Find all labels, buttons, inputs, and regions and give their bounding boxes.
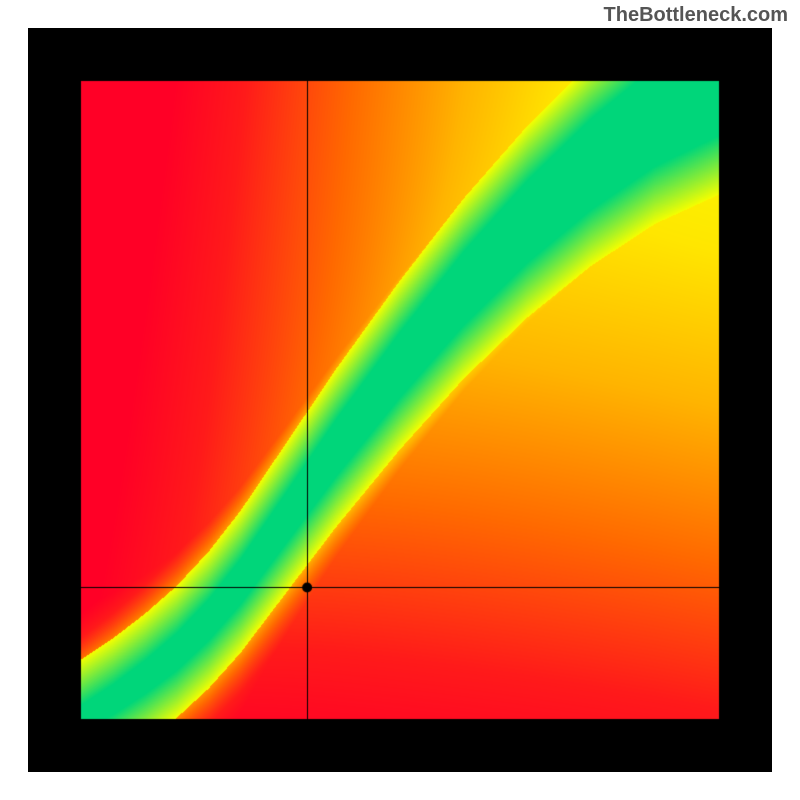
heatmap-canvas bbox=[28, 28, 772, 772]
plot-frame bbox=[28, 28, 772, 772]
watermark-text: TheBottleneck.com bbox=[604, 4, 788, 27]
chart-container: TheBottleneck.com bbox=[0, 0, 800, 800]
